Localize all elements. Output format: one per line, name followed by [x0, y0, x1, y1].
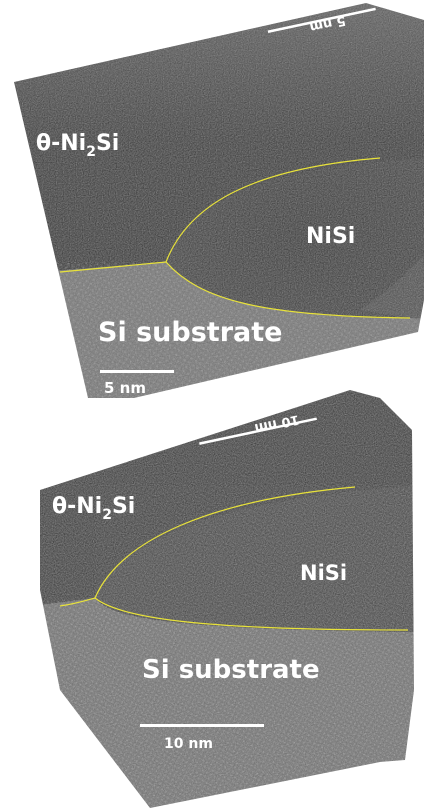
scale-label-top: 5 nm — [104, 379, 146, 397]
nisi-region — [166, 158, 424, 319]
tem-panel-top: 5 nm θ-Ni2Si NiSi Si substrate 5 nm — [0, 0, 424, 400]
phase-label-top: θ-Ni2Si — [36, 131, 119, 160]
scale-bar-bottom — [140, 724, 264, 727]
mirrored-scale-top: 5 nm — [267, 7, 376, 35]
substrate-label-top: Si substrate — [98, 317, 282, 348]
nisi-label-bottom: NiSi — [300, 561, 347, 585]
tem-image-bottom: 10 nm θ-Ni2Si NiSi Si substrate 10 nm — [40, 390, 414, 808]
substrate-label-bottom: Si substrate — [142, 655, 320, 685]
interface-lines-bottom — [59, 486, 409, 631]
mirrored-scale-label-top: 5 nm — [308, 12, 347, 34]
interface-lines — [59, 157, 411, 319]
tem-image-top: 5 nm θ-Ni2Si NiSi Si substrate 5 nm — [14, 3, 424, 398]
nisi-label-top: NiSi — [306, 224, 355, 249]
tem-panel-bottom: 10 nm θ-Ni2Si NiSi Si substrate 10 nm — [0, 390, 424, 810]
scale-label-bottom: 10 nm — [164, 736, 213, 752]
phase-label-bottom: θ-Ni2Si — [52, 494, 135, 523]
scale-bar-top — [100, 370, 174, 373]
